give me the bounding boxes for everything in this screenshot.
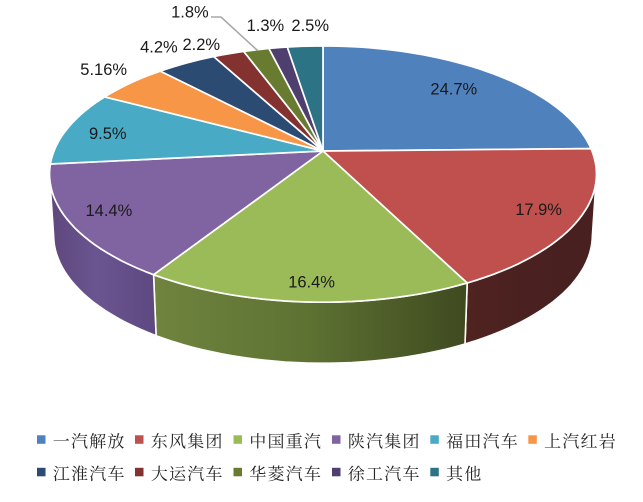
svg-text:2.5%: 2.5%: [291, 17, 329, 35]
svg-text:1.3%: 1.3%: [247, 17, 285, 35]
svg-text:16.4%: 16.4%: [288, 273, 335, 291]
svg-text:5.16%: 5.16%: [80, 61, 127, 79]
svg-text:9.5%: 9.5%: [89, 125, 127, 143]
svg-text:17.9%: 17.9%: [515, 201, 562, 219]
svg-text:1.8%: 1.8%: [171, 3, 209, 21]
svg-text:24.7%: 24.7%: [430, 80, 477, 98]
svg-text:2.2%: 2.2%: [182, 36, 220, 54]
svg-text:4.2%: 4.2%: [140, 39, 178, 57]
svg-text:14.4%: 14.4%: [86, 202, 133, 220]
